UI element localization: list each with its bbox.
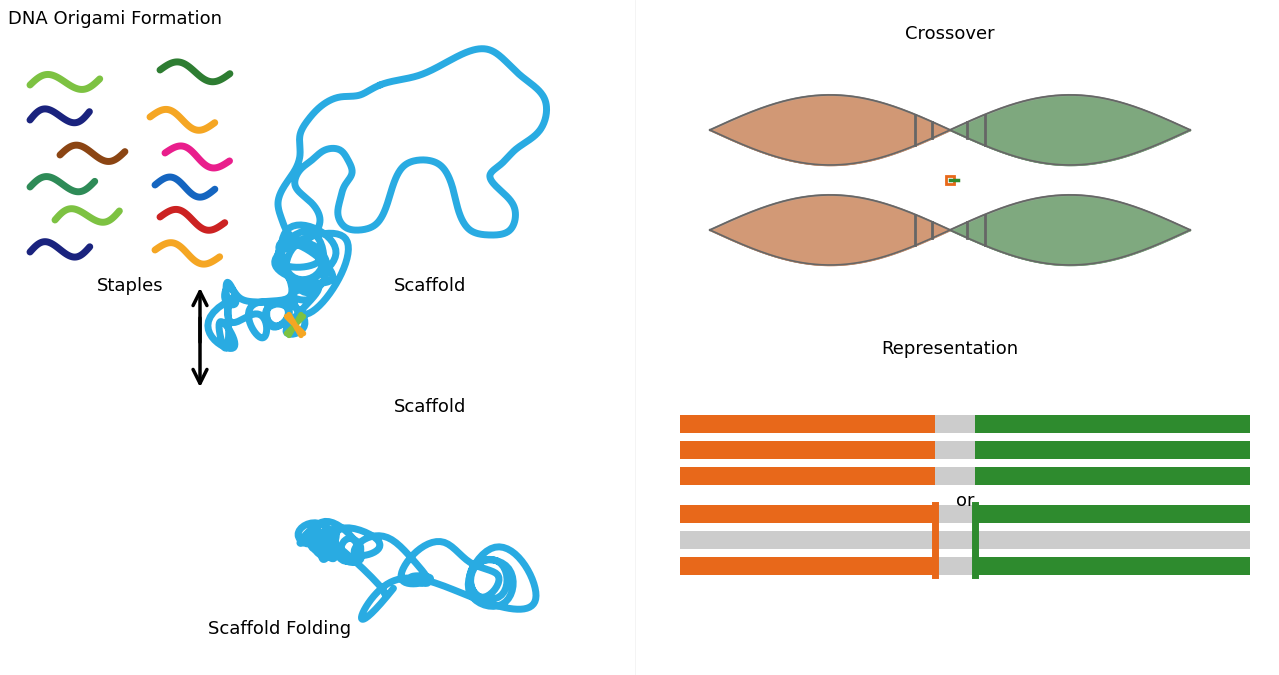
Bar — [975, 505, 1250, 523]
Bar — [680, 505, 935, 523]
Bar — [680, 415, 935, 433]
Text: Scaffold Folding: Scaffold Folding — [208, 620, 352, 638]
Text: Scaffold: Scaffold — [394, 398, 466, 416]
Bar — [680, 531, 1250, 549]
Bar — [680, 441, 935, 459]
Bar — [680, 505, 1250, 523]
Text: Representation: Representation — [881, 340, 1018, 358]
Bar — [680, 441, 1250, 459]
Bar — [975, 557, 1250, 575]
Text: DNA Origami Formation: DNA Origami Formation — [8, 10, 223, 28]
Bar — [680, 557, 935, 575]
Bar — [975, 415, 1250, 433]
Bar — [680, 557, 1250, 575]
Bar — [946, 176, 954, 184]
Text: Scaffold: Scaffold — [394, 277, 466, 295]
Bar — [975, 441, 1250, 459]
Bar — [680, 415, 1250, 433]
Text: Crossover: Crossover — [906, 25, 995, 43]
Text: or: or — [955, 492, 975, 510]
Bar — [680, 467, 935, 485]
Bar — [975, 467, 1250, 485]
Text: Staples: Staples — [97, 277, 164, 295]
Bar — [680, 467, 1250, 485]
